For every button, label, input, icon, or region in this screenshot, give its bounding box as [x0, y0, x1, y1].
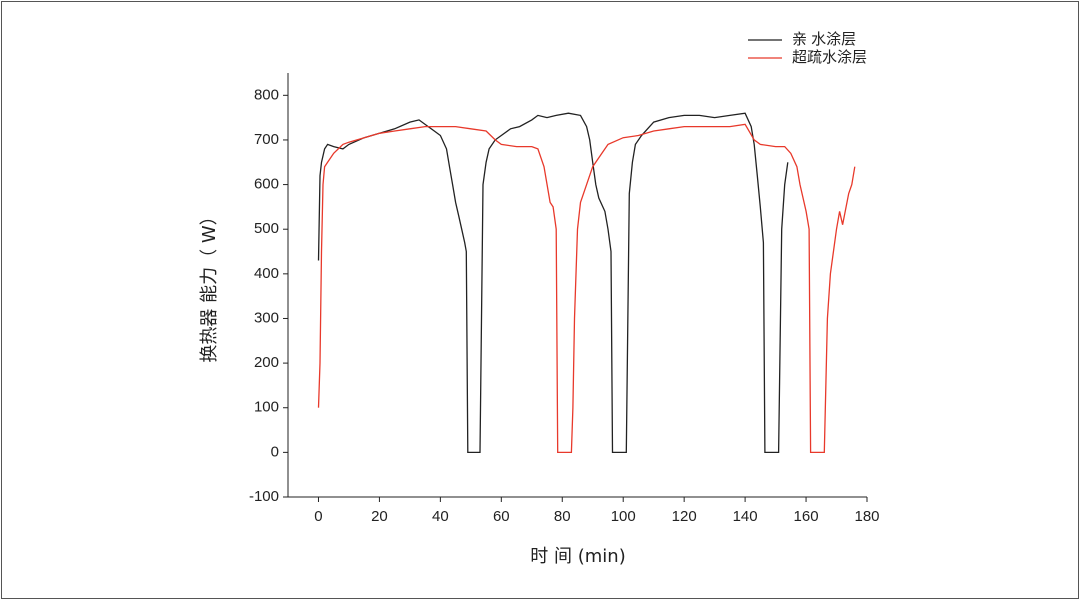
x-tick-label: 40: [432, 508, 449, 525]
series-line: [317, 123, 856, 454]
y-tick-label: 300: [254, 309, 279, 326]
y-tick-label: 500: [254, 220, 279, 237]
legend-label: 超疏水涂层: [792, 49, 867, 66]
y-tick-label: 100: [254, 399, 279, 416]
x-tick-label: 0: [314, 508, 322, 525]
x-tick-label: 120: [672, 508, 697, 525]
x-tick-label: 60: [493, 508, 510, 525]
x-tick-label: 160: [794, 508, 819, 525]
x-tick-label: 100: [611, 508, 636, 525]
y-tick-label: 800: [254, 86, 279, 103]
x-tick-label: 20: [371, 508, 388, 525]
x-tick-label: 140: [733, 508, 758, 525]
y-axis-label: 换热器 能力（ W）: [199, 207, 220, 362]
x-axis-label: 时 间 (min): [530, 546, 625, 567]
y-tick-label: 700: [254, 131, 279, 148]
y-tick-label: -100: [249, 488, 279, 505]
x-tick-label: 80: [554, 508, 571, 525]
legend-label: 亲 水涂层: [792, 31, 856, 48]
y-tick-label: 0: [271, 443, 279, 460]
series-line: [317, 112, 789, 454]
y-tick-label: 600: [254, 176, 279, 193]
y-tick-label: 200: [254, 354, 279, 371]
x-tick-label: 180: [854, 508, 879, 525]
y-tick-label: 400: [254, 265, 279, 282]
